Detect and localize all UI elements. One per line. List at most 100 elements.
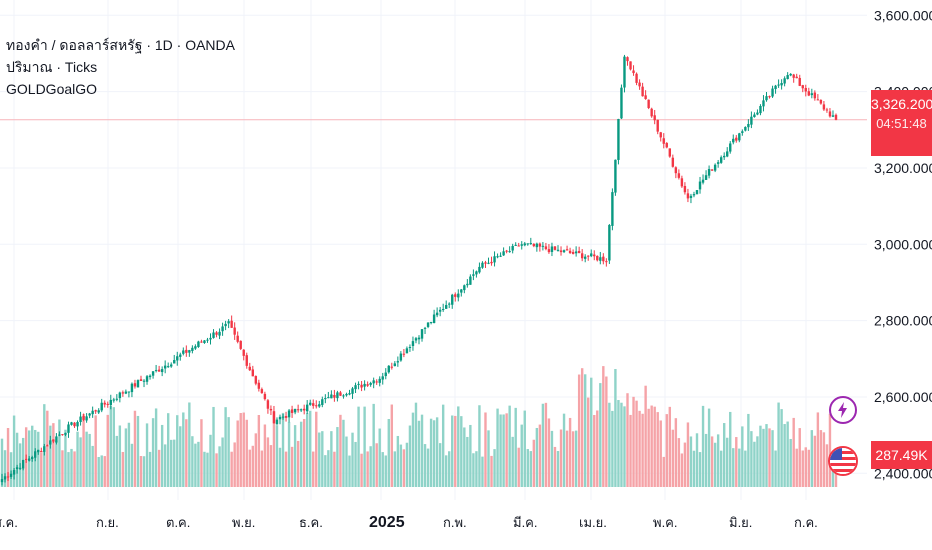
candle-body bbox=[602, 256, 605, 262]
time-tick-label: ก.ค. bbox=[794, 515, 818, 530]
candle-body bbox=[638, 82, 641, 87]
volume-bar bbox=[810, 430, 814, 487]
candle-body bbox=[173, 360, 176, 364]
candle-body bbox=[674, 167, 678, 174]
candle-body bbox=[466, 283, 469, 286]
candle-body bbox=[472, 274, 475, 276]
candle-body bbox=[34, 451, 37, 458]
candle-body bbox=[378, 378, 381, 383]
volume-bar bbox=[76, 431, 79, 487]
volume-bar bbox=[179, 426, 182, 487]
candle-body bbox=[719, 157, 723, 163]
volume-bar bbox=[302, 418, 306, 487]
candle-body bbox=[242, 349, 245, 356]
flash-icon[interactable] bbox=[829, 396, 857, 424]
volume-bar bbox=[671, 429, 675, 487]
candle-body bbox=[76, 422, 79, 427]
candle-body bbox=[248, 366, 251, 371]
candle-body bbox=[260, 389, 264, 394]
candle-body bbox=[605, 261, 608, 263]
volume-bar bbox=[617, 400, 620, 487]
candle-body bbox=[215, 332, 218, 335]
volume-bar bbox=[580, 368, 584, 487]
symbol-title[interactable]: ทองคำ / ดอลลาร์สหรัฐ · 1D · OANDA bbox=[6, 37, 235, 53]
candle-body bbox=[354, 385, 357, 390]
candle-body bbox=[305, 404, 309, 412]
volume-bar bbox=[79, 437, 82, 487]
candle-body bbox=[729, 143, 732, 152]
candle-body bbox=[302, 408, 306, 411]
candle-body bbox=[191, 347, 194, 352]
volume-bar bbox=[136, 415, 140, 487]
time-tick-label: ส.ค. bbox=[0, 515, 18, 530]
volume-bar bbox=[46, 410, 49, 487]
time-axis: ส.ค. ก.ย. ต.ค. พ.ย. ธ.ค. 2025 ก.พ. มี.ค. เม.ย. พ.… bbox=[0, 514, 818, 531]
candle-body bbox=[647, 99, 650, 109]
volume-bar bbox=[278, 447, 282, 487]
candle-body bbox=[590, 253, 593, 257]
volume-bar bbox=[771, 430, 774, 487]
candle-body bbox=[266, 400, 270, 409]
candle-body bbox=[212, 332, 215, 338]
candle-body bbox=[502, 251, 505, 256]
volume-bar bbox=[565, 430, 569, 487]
candle-body bbox=[508, 251, 511, 253]
candlesticks bbox=[0, 54, 838, 486]
volume-bar bbox=[514, 407, 517, 487]
candle-body bbox=[780, 82, 783, 86]
volume-bar bbox=[296, 440, 300, 487]
candle-body bbox=[106, 403, 109, 405]
indicator-label[interactable]: GOLDGoalGO bbox=[6, 81, 98, 97]
candle-body bbox=[722, 155, 726, 158]
volume-bar bbox=[97, 456, 100, 487]
candle-body bbox=[49, 440, 52, 445]
candle-body bbox=[275, 419, 279, 425]
volume-bar bbox=[460, 416, 463, 487]
candle-body bbox=[451, 294, 454, 305]
candle-body bbox=[750, 116, 753, 125]
volume-bar bbox=[369, 446, 372, 487]
candle-body bbox=[351, 388, 354, 394]
volume-bar bbox=[647, 408, 650, 487]
candle-body bbox=[369, 382, 372, 385]
candle-body bbox=[668, 148, 672, 157]
candle-body bbox=[287, 410, 291, 418]
candle-body bbox=[133, 383, 137, 387]
candle-body bbox=[704, 175, 708, 180]
volume-bar bbox=[644, 385, 647, 487]
volume-bar bbox=[0, 438, 4, 487]
candle-body bbox=[807, 91, 811, 96]
candle-body bbox=[154, 370, 158, 372]
volume-bar bbox=[496, 408, 499, 487]
volume-bar bbox=[620, 402, 623, 487]
candle-body bbox=[716, 162, 720, 164]
volume-indicator-label[interactable]: ปริมาณ · Ticks bbox=[6, 59, 98, 75]
volume-bar bbox=[777, 402, 780, 487]
volume-bar bbox=[191, 436, 194, 487]
flash-glyph bbox=[838, 402, 847, 418]
time-tick-label: ต.ค. bbox=[166, 515, 190, 530]
volume-bar bbox=[197, 441, 200, 487]
last-price-tag: 3,326.200 04:51:48 bbox=[871, 90, 932, 156]
volume-bar bbox=[387, 419, 390, 487]
candle-body bbox=[73, 422, 76, 427]
us-flag-icon[interactable] bbox=[828, 446, 858, 476]
volume-bar bbox=[160, 424, 164, 487]
volume-bar bbox=[587, 397, 590, 487]
volume-bar bbox=[260, 450, 264, 487]
candle-body bbox=[263, 393, 267, 400]
volume-bar bbox=[390, 404, 394, 487]
volume-bar bbox=[142, 456, 146, 487]
volume-bar bbox=[414, 402, 418, 487]
candle-body bbox=[396, 361, 400, 363]
candle-body bbox=[61, 434, 64, 436]
volume-bar bbox=[738, 448, 741, 487]
volume-bar bbox=[556, 451, 560, 487]
volume-bar bbox=[680, 453, 684, 487]
candle-body bbox=[112, 399, 116, 401]
candle-body bbox=[783, 78, 786, 84]
candle-body bbox=[127, 391, 131, 393]
volume-bar bbox=[493, 449, 496, 487]
volume-bar bbox=[299, 421, 303, 487]
